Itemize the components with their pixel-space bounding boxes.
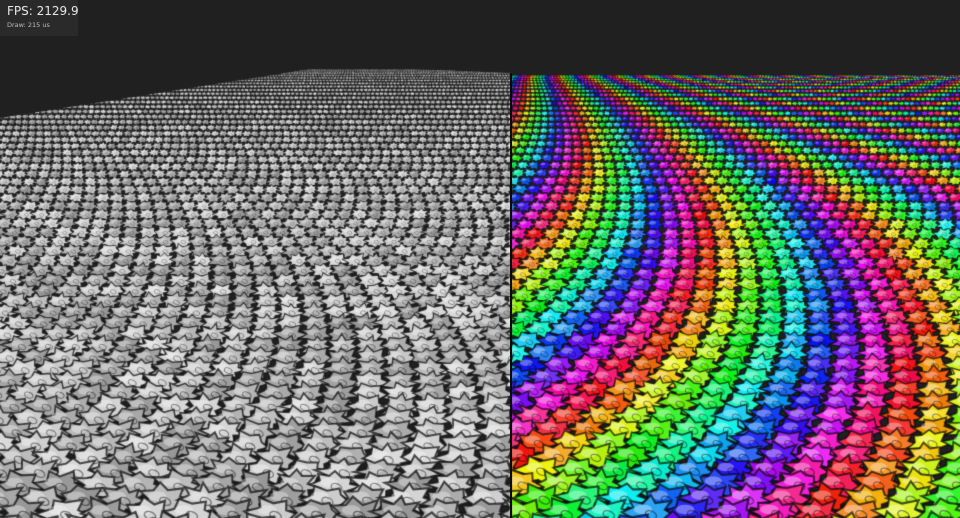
- stats-overlay: FPS: 2129.9 Draw: 215 us: [0, 0, 79, 36]
- split-divider: [510, 73, 512, 518]
- draw-time-label: Draw: 215 us: [7, 21, 50, 29]
- fps-counter: FPS: 2129.9: [7, 4, 79, 18]
